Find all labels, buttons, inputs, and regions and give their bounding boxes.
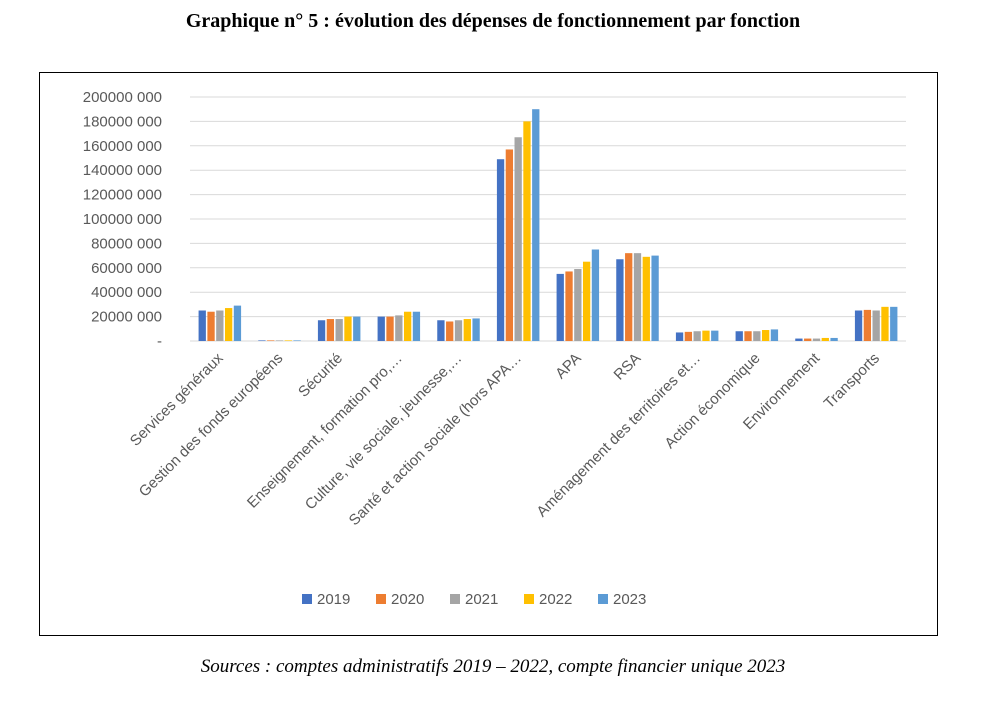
bar xyxy=(224,308,233,341)
bar xyxy=(753,331,761,341)
bar xyxy=(651,255,659,341)
legend-swatch xyxy=(598,594,608,604)
bar xyxy=(804,338,812,341)
y-tick-label: 160000 000 xyxy=(83,138,162,155)
bar xyxy=(556,273,564,341)
bar xyxy=(326,319,335,341)
bar xyxy=(795,338,803,341)
y-tick-label: 120000 000 xyxy=(83,187,162,204)
y-tick-label: 180000 000 xyxy=(83,113,162,130)
gridlines xyxy=(190,96,906,342)
bar xyxy=(207,311,215,341)
bar xyxy=(454,320,463,341)
bar xyxy=(616,259,624,341)
bar xyxy=(761,330,770,341)
bar xyxy=(353,316,361,341)
bar xyxy=(770,329,779,341)
source-note: Sources : comptes administratifs 2019 – … xyxy=(200,656,786,677)
y-tick-label: 200000 000 xyxy=(83,89,162,106)
bar xyxy=(693,331,701,341)
bar xyxy=(711,330,719,341)
bar xyxy=(198,310,206,341)
bar-chart: - 20000 000 40000 000 60000 000 80000 000 100… xyxy=(83,89,906,608)
y-tick-label: 40000 000 xyxy=(91,284,162,301)
x-tick-label: APA xyxy=(552,350,584,382)
legend-label: 2020 xyxy=(391,591,424,608)
bar xyxy=(514,137,522,341)
y-tick-label: 60000 000 xyxy=(91,260,162,277)
y-tick-label: - xyxy=(157,333,162,350)
legend-swatch xyxy=(524,594,534,604)
bar xyxy=(216,310,224,341)
bars xyxy=(198,109,898,342)
legend-label: 2021 xyxy=(465,591,498,608)
bar xyxy=(344,316,352,341)
chart-frame: - 20000 000 40000 000 60000 000 80000 000 100… xyxy=(39,72,938,636)
y-tick-label: 80000 000 xyxy=(91,235,162,252)
bar xyxy=(625,253,633,341)
bar xyxy=(675,332,684,341)
bar xyxy=(267,340,275,341)
bar xyxy=(532,109,540,341)
legend-swatch xyxy=(302,594,312,604)
bar xyxy=(463,319,471,341)
bar xyxy=(830,337,838,341)
page-title: Graphique n° 5 : évolution des dépenses … xyxy=(185,10,801,32)
y-tick-label: 100000 000 xyxy=(83,211,162,228)
y-tick-label: 20000 000 xyxy=(91,309,162,326)
legend-label: 2022 xyxy=(539,591,572,608)
x-tick-label: RSA xyxy=(610,350,644,384)
bar xyxy=(377,316,385,341)
bar xyxy=(496,159,505,341)
bar xyxy=(472,318,480,341)
bar xyxy=(854,310,863,341)
bar xyxy=(395,315,403,341)
legend-label: 2023 xyxy=(613,591,646,608)
bar xyxy=(744,331,752,341)
legend-swatch xyxy=(450,594,460,604)
bar xyxy=(872,310,880,341)
bar xyxy=(403,311,412,341)
bar xyxy=(821,337,829,341)
bar xyxy=(523,121,531,342)
bar xyxy=(258,340,266,341)
bar xyxy=(412,311,421,341)
bar xyxy=(591,249,600,341)
bar xyxy=(284,340,292,341)
bar xyxy=(642,256,650,341)
bar xyxy=(812,338,821,341)
bar xyxy=(437,320,445,341)
bar xyxy=(317,320,326,341)
bar xyxy=(890,306,898,341)
y-axis-ticks: - 20000 000 40000 000 60000 000 80000 000 100… xyxy=(83,89,162,350)
bar xyxy=(505,149,514,341)
bar xyxy=(233,305,242,341)
x-tick-label: Sécurité xyxy=(295,350,346,401)
legend-label: 2019 xyxy=(317,591,350,608)
bar xyxy=(863,309,872,341)
bar xyxy=(386,316,394,341)
bar xyxy=(684,331,693,341)
x-tick-label: Transports xyxy=(821,350,883,412)
bar xyxy=(565,271,573,341)
bar xyxy=(275,340,284,341)
bar xyxy=(702,330,710,341)
y-tick-label: 140000 000 xyxy=(83,162,162,179)
bar xyxy=(335,319,343,341)
bar xyxy=(881,306,889,341)
legend: 2019 2020 2021 2022 2023 xyxy=(302,591,646,608)
bar xyxy=(735,331,743,341)
bar xyxy=(574,269,582,341)
bar xyxy=(293,340,301,341)
bar xyxy=(446,321,454,341)
bar xyxy=(582,261,591,341)
bar xyxy=(633,253,642,341)
legend-swatch xyxy=(376,594,386,604)
